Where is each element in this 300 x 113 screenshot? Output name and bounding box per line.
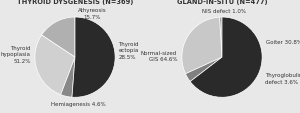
Wedge shape	[61, 58, 75, 97]
Text: Athyreosis
15.7%: Athyreosis 15.7%	[77, 8, 106, 19]
Wedge shape	[220, 18, 222, 58]
Text: Normal-sized
GIS 64.6%: Normal-sized GIS 64.6%	[141, 50, 177, 61]
Text: Thyroid
ectopia
28.5%: Thyroid ectopia 28.5%	[118, 42, 139, 59]
Wedge shape	[72, 18, 115, 97]
Wedge shape	[185, 58, 222, 82]
Wedge shape	[41, 18, 75, 58]
Text: Hemiagenesis 4.6%: Hemiagenesis 4.6%	[51, 101, 106, 106]
Text: Goiter 30.8%: Goiter 30.8%	[266, 40, 300, 45]
Text: NIS defect 1.0%: NIS defect 1.0%	[202, 9, 246, 14]
Text: Thyroid
hypoplasia
51.2%: Thyroid hypoplasia 51.2%	[1, 46, 31, 63]
Wedge shape	[35, 36, 75, 95]
Text: Thyroglobulin
defect 3.6%: Thyroglobulin defect 3.6%	[265, 73, 300, 84]
Wedge shape	[182, 18, 222, 74]
Wedge shape	[190, 18, 262, 97]
Title: GLAND-IN-SITU (N=477): GLAND-IN-SITU (N=477)	[177, 0, 267, 5]
Title: THYROID DYSGENESIS (N=369): THYROID DYSGENESIS (N=369)	[17, 0, 133, 5]
